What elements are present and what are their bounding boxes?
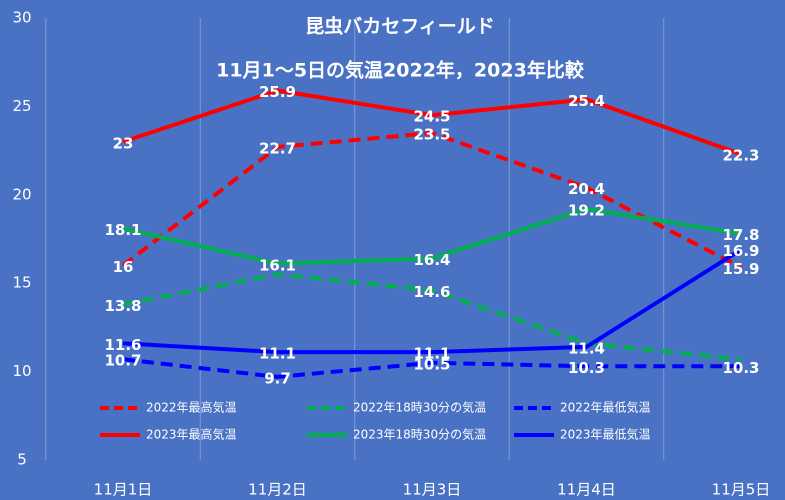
series-line (122, 206, 742, 266)
data-label: 20.4 (568, 180, 605, 198)
legend-label: 2022年最高気温 (146, 400, 237, 415)
data-label: 10.5 (413, 355, 450, 373)
chart-subtitle: 11月1〜5日の気温2022年，2023年比較 (216, 59, 585, 82)
y-tick-label: 15 (12, 274, 31, 292)
data-label: 22.7 (259, 140, 296, 158)
data-label: 17.8 (722, 226, 759, 244)
x-tick-label: 11月3日 (403, 481, 462, 499)
data-label: 16.4 (413, 251, 450, 269)
data-label: 25.4 (568, 92, 605, 110)
data-label: 10.7 (104, 352, 141, 370)
data-label: 19.2 (568, 201, 605, 219)
y-tick-label: 5 (17, 451, 27, 469)
data-label: 24.5 (413, 108, 450, 126)
data-label: 11.4 (568, 339, 605, 357)
data-label: 15.9 (722, 260, 759, 278)
data-label: 25.9 (259, 83, 296, 101)
data-label: 10.3 (722, 359, 759, 377)
x-tick-label: 11月4日 (557, 481, 616, 499)
legend-label: 2022年最低気温 (560, 400, 651, 415)
y-tick-label: 25 (12, 97, 31, 115)
series-line (122, 247, 743, 355)
x-tick-label: 11月5日 (712, 481, 771, 499)
data-label: 11.1 (413, 345, 450, 363)
data-label: 10.3 (568, 359, 605, 377)
legend-label: 2023年18時30分の気温 (353, 427, 486, 442)
chart-title: 昆虫バカセフィールド (305, 15, 495, 38)
y-tick-label: 20 (12, 185, 31, 203)
data-label: 23.5 (413, 125, 450, 143)
data-label: 23 (113, 134, 134, 152)
data-label: 16.9 (722, 242, 759, 260)
data-label: 16 (113, 258, 134, 276)
data-label: 9.7 (264, 369, 291, 387)
data-label: 11.6 (104, 336, 141, 354)
data-label: 14.6 (413, 283, 450, 301)
data-label: 16.1 (259, 256, 296, 274)
data-label: 11.1 (259, 345, 296, 363)
series-line (121, 130, 742, 270)
series-line (122, 88, 742, 157)
data-label: 22.3 (722, 147, 759, 165)
y-tick-label: 10 (12, 362, 31, 380)
data-label: 18.1 (104, 221, 141, 239)
legend-label: 2023年最高気温 (146, 427, 237, 442)
x-tick-label: 11月2日 (248, 481, 307, 499)
x-tick-label: 11月1日 (94, 481, 153, 499)
data-label: 13.8 (104, 297, 141, 315)
legend-label: 2023年最低気温 (560, 427, 651, 442)
y-tick-label: 30 (12, 9, 31, 27)
legend-label: 2022年18時30分の気温 (353, 400, 486, 415)
series-line (122, 272, 742, 362)
series-line (122, 357, 741, 379)
